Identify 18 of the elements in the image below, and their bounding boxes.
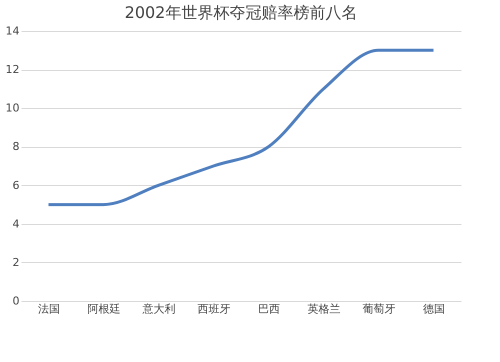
x-tick-label: 葡萄牙 xyxy=(362,302,396,316)
y-tick-label: 2 xyxy=(12,256,20,269)
y-tick-label: 6 xyxy=(12,178,20,192)
x-tick-label: 西班牙 xyxy=(198,302,230,316)
y-tick-label: 0 xyxy=(12,294,20,308)
y-tick-label: 10 xyxy=(6,102,20,115)
y-tick-label: 12 xyxy=(6,63,20,76)
chart-title: 2002年世界杯夺冠赔率榜前八名 xyxy=(124,3,358,22)
x-tick-label: 巴西 xyxy=(258,302,280,316)
x-tick-label: 英格兰 xyxy=(308,302,340,316)
y-tick-label: 4 xyxy=(12,217,20,230)
x-tick-label: 意大利 xyxy=(142,302,176,316)
line-series xyxy=(47,48,435,206)
y-tick-label: 8 xyxy=(12,140,20,154)
x-tick-label: 法国 xyxy=(38,302,60,316)
x-tick-label: 阿根廷 xyxy=(88,302,120,316)
y-tick-label: 14 xyxy=(6,24,20,38)
x-tick-label: 德国 xyxy=(423,302,445,316)
